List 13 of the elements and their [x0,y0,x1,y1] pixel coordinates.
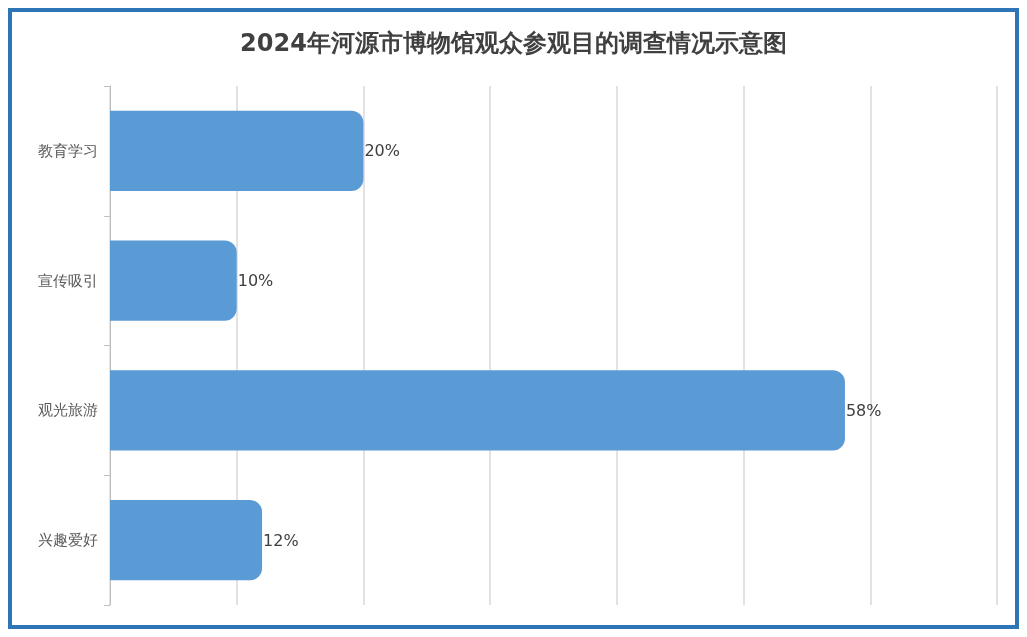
bar [110,110,364,192]
bar [110,240,237,321]
bar [110,370,845,451]
y-tick-label: 观光旅游 [38,401,98,420]
y-tick-label: 宣传吸引 [38,271,98,290]
data-label: 10% [237,271,274,291]
data-label: 58% [845,400,882,420]
data-label: 20% [364,141,400,161]
y-tick-label: 教育学习 [38,141,98,160]
y-tick-label: 兴趣爱好 [38,531,98,550]
data-label: 12% [263,530,299,550]
chart-title: 2024年河源市博物馆观众参观目的调查情况示意图 [240,29,787,57]
bar [110,499,263,581]
